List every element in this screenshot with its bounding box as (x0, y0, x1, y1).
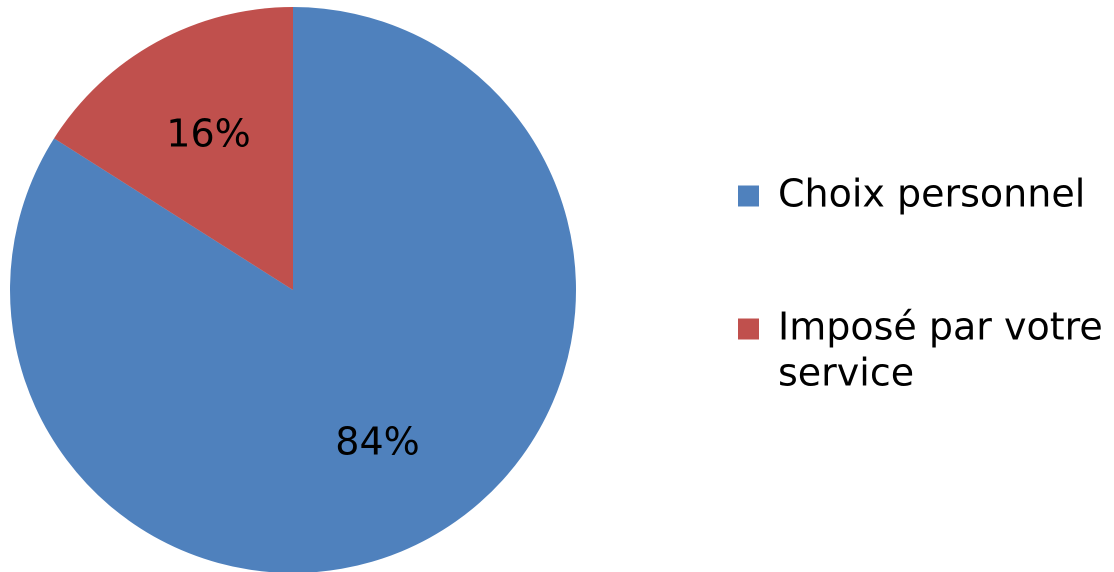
legend-swatch-choix-personnel (738, 185, 759, 207)
legend-label: Choix personnel (778, 172, 1085, 216)
legend-label: service (778, 351, 914, 395)
pie-slices (10, 7, 576, 572)
slice-label-choix-personnel: 84% (335, 419, 419, 463)
slice-label-impose-par-votre-service: 16% (166, 112, 250, 156)
pie-slice-impose-par-votre-service (54, 7, 294, 290)
legend-item-choix-personnel: Choix personnel (738, 172, 1085, 216)
legend-label: Imposé par votre (778, 305, 1103, 349)
legend-swatch-impose-par-votre-service (738, 318, 759, 340)
pie-slice-choix-personnel (10, 7, 576, 572)
slice-labels: 84% 16% (166, 112, 419, 464)
